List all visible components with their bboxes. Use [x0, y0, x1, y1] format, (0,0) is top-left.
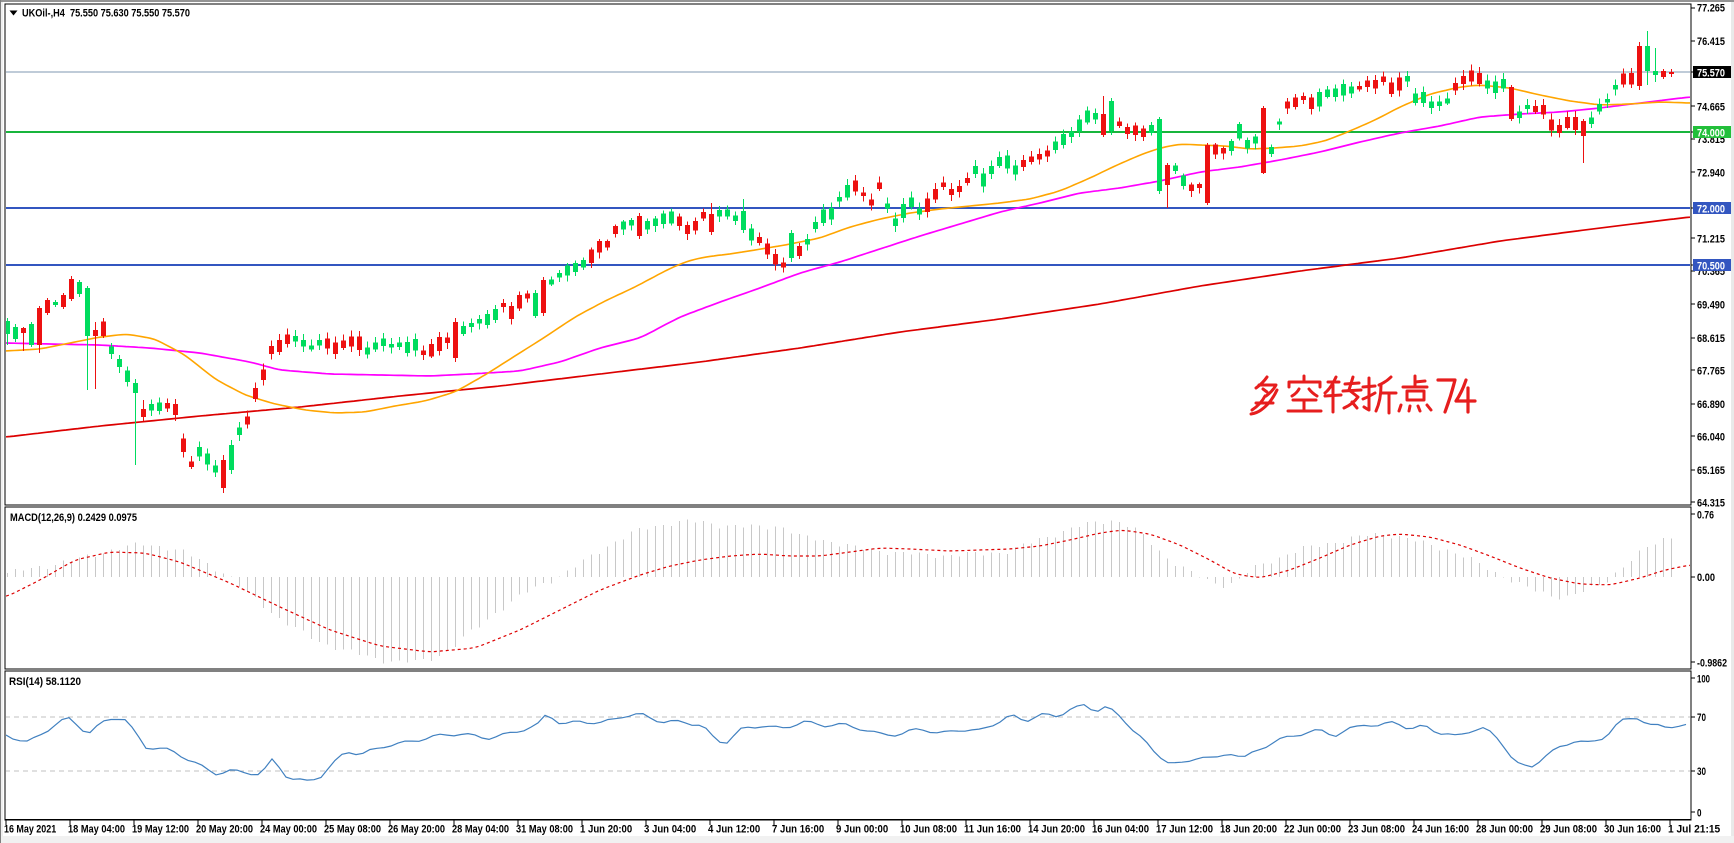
- svg-text:-0.9862: -0.9862: [1697, 658, 1727, 670]
- svg-text:29 Jun 08:00: 29 Jun 08:00: [1540, 824, 1597, 836]
- svg-text:31 May 08:00: 31 May 08:00: [516, 824, 573, 836]
- svg-text:68.615: 68.615: [1697, 333, 1725, 345]
- svg-text:71.215: 71.215: [1697, 233, 1725, 245]
- svg-text:26 May 20:00: 26 May 20:00: [388, 824, 445, 836]
- svg-text:14 Jun 20:00: 14 Jun 20:00: [1028, 824, 1085, 836]
- svg-text:MACD(12,26,9) 0.2429 0.0975: MACD(12,26,9) 0.2429 0.0975: [10, 512, 137, 524]
- svg-text:1 Jul 21:15: 1 Jul 21:15: [1668, 824, 1720, 836]
- svg-text:30 Jun 16:00: 30 Jun 16:00: [1604, 824, 1661, 836]
- svg-text:4 Jun 12:00: 4 Jun 12:00: [708, 824, 760, 836]
- svg-text:66.040: 66.040: [1697, 431, 1725, 443]
- svg-text:0.00: 0.00: [1697, 572, 1715, 584]
- svg-text:72.000: 72.000: [1697, 204, 1725, 216]
- svg-text:30: 30: [1697, 766, 1706, 778]
- svg-text:25 May 08:00: 25 May 08:00: [324, 824, 381, 836]
- svg-text:18 May 04:00: 18 May 04:00: [68, 824, 125, 836]
- svg-text:72.940: 72.940: [1697, 167, 1725, 179]
- svg-text:11 Jun 16:00: 11 Jun 16:00: [964, 824, 1021, 836]
- svg-text:100: 100: [1697, 674, 1710, 686]
- svg-text:70.500: 70.500: [1697, 261, 1725, 273]
- svg-text:70: 70: [1697, 712, 1706, 724]
- svg-text:24 Jun 16:00: 24 Jun 16:00: [1412, 824, 1469, 836]
- svg-text:23 Jun 08:00: 23 Jun 08:00: [1348, 824, 1405, 836]
- svg-text:3 Jun 04:00: 3 Jun 04:00: [644, 824, 696, 836]
- svg-text:RSI(14) 58.1120: RSI(14) 58.1120: [9, 676, 81, 688]
- svg-text:17 Jun 12:00: 17 Jun 12:00: [1156, 824, 1213, 836]
- svg-text:65.165: 65.165: [1697, 465, 1725, 477]
- svg-text:28 May 04:00: 28 May 04:00: [452, 824, 509, 836]
- svg-text:10 Jun 08:00: 10 Jun 08:00: [900, 824, 957, 836]
- svg-text:0.76: 0.76: [1697, 510, 1714, 522]
- svg-text:20 May 20:00: 20 May 20:00: [196, 824, 253, 836]
- svg-text:64.315: 64.315: [1697, 497, 1725, 509]
- svg-text:69.490: 69.490: [1697, 299, 1725, 311]
- svg-text:18 Jun 20:00: 18 Jun 20:00: [1220, 824, 1277, 836]
- svg-text:7 Jun 16:00: 7 Jun 16:00: [772, 824, 824, 836]
- svg-text:UKOil-,H4 75.550 75.630 75.55: UKOil-,H4 75.550 75.630 75.550 75.570: [22, 8, 190, 20]
- svg-text:28 Jun 00:00: 28 Jun 00:00: [1476, 824, 1533, 836]
- svg-text:75.570: 75.570: [1697, 68, 1725, 80]
- svg-text:74.000: 74.000: [1697, 128, 1725, 140]
- svg-text:16 Jun 04:00: 16 Jun 04:00: [1092, 824, 1149, 836]
- svg-text:74.665: 74.665: [1697, 101, 1725, 113]
- svg-text:66.890: 66.890: [1697, 399, 1725, 411]
- svg-text:19 May 12:00: 19 May 12:00: [132, 824, 189, 836]
- svg-text:16 May 2021: 16 May 2021: [4, 824, 56, 836]
- svg-text:67.765: 67.765: [1697, 365, 1725, 377]
- svg-text:76.415: 76.415: [1697, 36, 1725, 48]
- svg-text:9 Jun 00:00: 9 Jun 00:00: [836, 824, 888, 836]
- svg-text:0: 0: [1697, 808, 1702, 820]
- svg-text:77.265: 77.265: [1697, 3, 1725, 15]
- svg-text:24 May 00:00: 24 May 00:00: [260, 824, 317, 836]
- svg-text:22 Jun 00:00: 22 Jun 00:00: [1284, 824, 1341, 836]
- svg-text:1 Jun 20:00: 1 Jun 20:00: [580, 824, 632, 836]
